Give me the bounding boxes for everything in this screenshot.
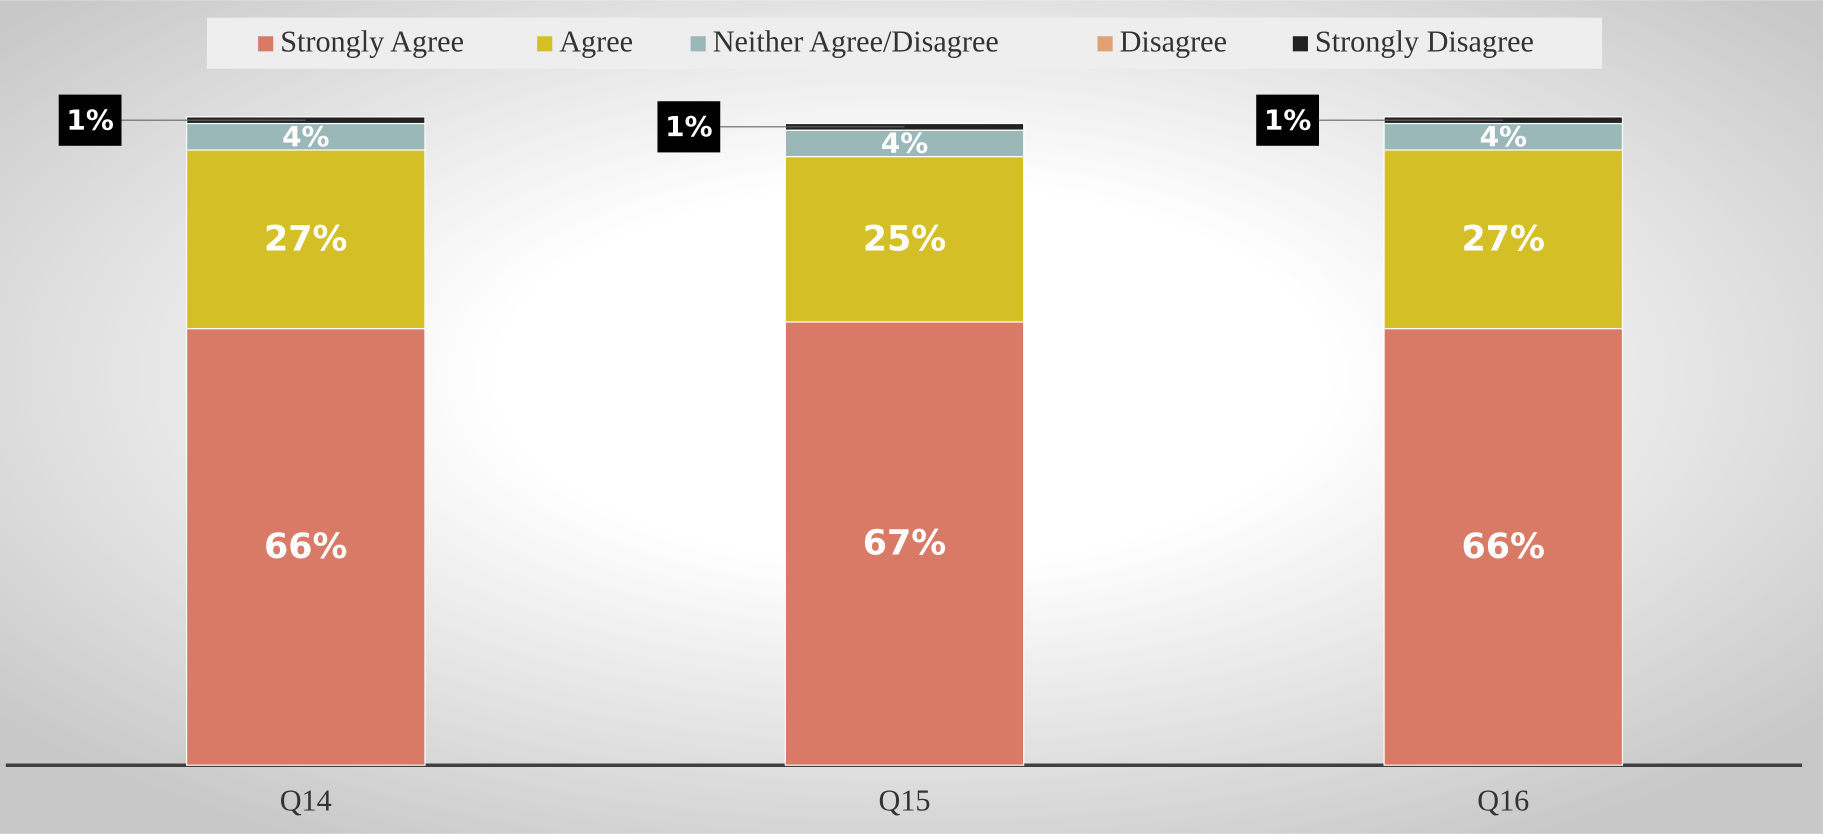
bar-segment: [784, 129, 1025, 158]
legend-label: Strongly Agree: [280, 24, 464, 58]
legend-label: Disagree: [1120, 24, 1227, 58]
legend-swatch: [690, 36, 706, 52]
legend-box: [206, 17, 1603, 69]
x-tick-label: Q15: [879, 784, 931, 818]
data-label: 25%: [863, 219, 946, 259]
legend-label: Neither Agree/Disagree: [713, 24, 999, 58]
bar-segment: [186, 149, 426, 330]
x-tick-label: Q14: [280, 784, 332, 818]
data-label: 4%: [282, 120, 329, 153]
data-label: 4%: [881, 127, 928, 160]
data-label: 4%: [1480, 120, 1527, 153]
legend-swatch: [1097, 36, 1113, 52]
data-label: 27%: [1462, 219, 1545, 259]
data-label: 27%: [264, 219, 347, 259]
bar-segment: [1383, 328, 1624, 766]
data-label: 66%: [264, 527, 347, 567]
legend-swatch: [537, 36, 553, 52]
bar-segment: [186, 328, 426, 766]
bar-segment: [1383, 122, 1624, 151]
legend-swatch: [1292, 36, 1308, 52]
data-label: 66%: [1462, 527, 1545, 567]
data-label-box: [1256, 94, 1320, 146]
data-label: 1%: [1264, 103, 1311, 136]
bar-segment: [784, 321, 1025, 766]
data-label-box: [58, 94, 122, 146]
legend-label: Strongly Disagree: [1315, 24, 1534, 58]
bar-segment: [186, 122, 426, 151]
data-label-box: [657, 101, 721, 153]
legend-label: Agree: [559, 24, 633, 58]
legend-swatch: [258, 36, 274, 52]
data-label: 1%: [665, 110, 712, 143]
data-label: 67%: [863, 524, 946, 564]
bar-segment: [784, 156, 1025, 323]
x-tick-label: Q16: [1477, 784, 1529, 818]
data-label: 1%: [66, 103, 113, 136]
bar-segment: [1383, 149, 1624, 330]
